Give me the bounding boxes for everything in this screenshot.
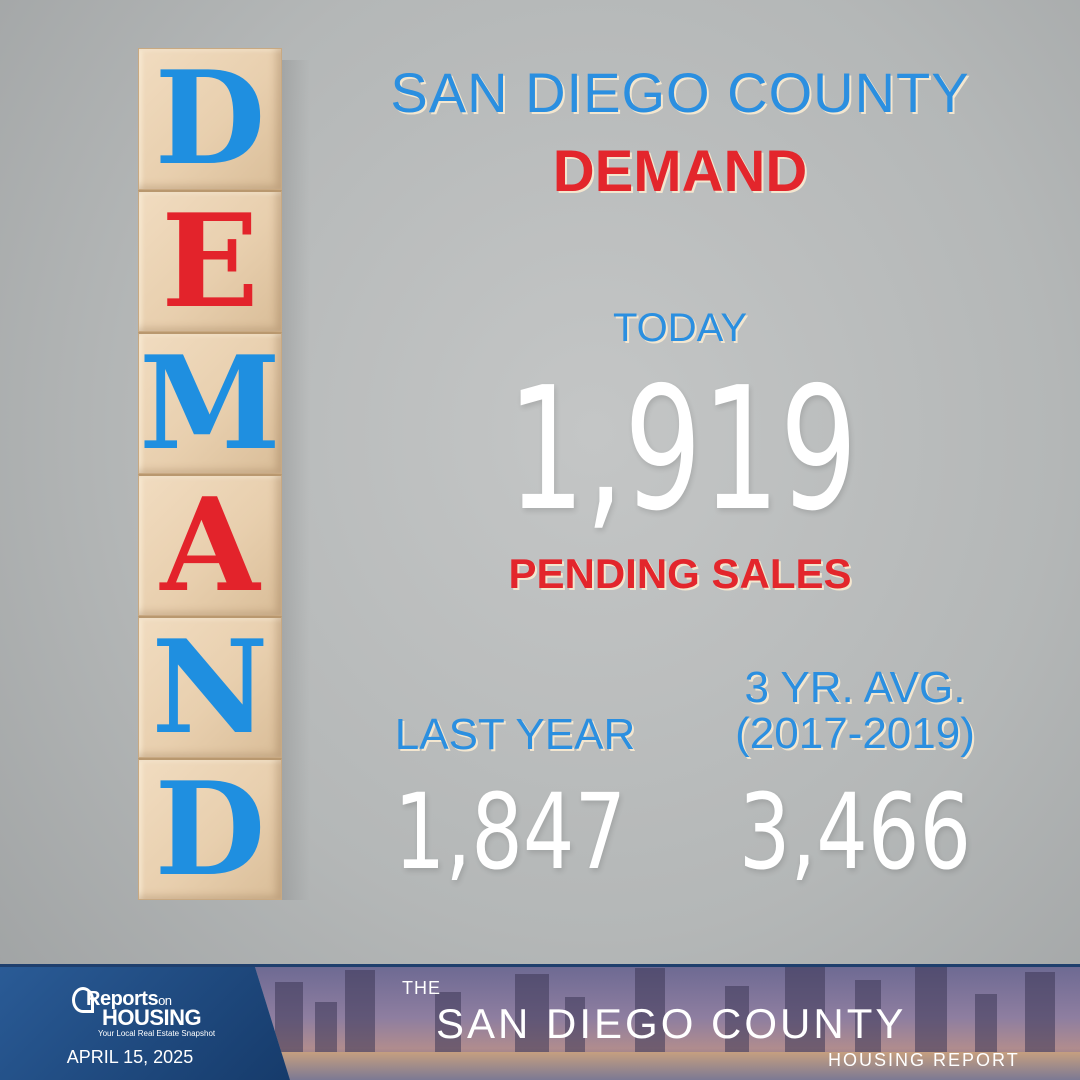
last-year-value: 1,847: [393, 771, 627, 893]
letter-block: D: [138, 758, 282, 900]
letter-block: A: [138, 474, 282, 616]
brand-panel: Reportson HOUSING Your Local Real Estate…: [0, 967, 290, 1080]
letter-block: N: [138, 616, 282, 758]
three-yr-avg-value: 3,466: [738, 771, 972, 893]
letter-block: D: [138, 48, 282, 190]
block-letter: D: [154, 44, 266, 194]
brand-tagline: Your Local Real Estate Snapshot: [98, 1029, 216, 1038]
report-county-name: SAN DIEGO COUNTY: [436, 1000, 907, 1047]
brand-on-text: on: [158, 993, 172, 1008]
county-title: SAN DIEGO COUNTY: [390, 61, 970, 124]
metric-title: DEMAND: [552, 139, 808, 204]
letter-block: M: [138, 332, 282, 474]
skyline-image: [255, 967, 1080, 1080]
magnifier-icon: [72, 987, 94, 1013]
last-year-label: LAST YEAR: [394, 710, 636, 759]
report-subtitle: HOUSING REPORT: [828, 1050, 1020, 1070]
today-label: TODAY: [612, 306, 748, 350]
three-yr-avg-label-line1: 3 YR. AVG.: [744, 663, 966, 712]
pending-sales-label: PENDING SALES: [508, 550, 852, 597]
brand-housing-text: HOUSING: [102, 1005, 202, 1030]
brand-reports-text: Reports: [86, 988, 159, 1010]
block-letter: E: [161, 186, 259, 337]
letter-block: E: [138, 190, 282, 332]
block-letter: N: [151, 612, 269, 763]
today-value: 1,919: [507, 351, 858, 549]
block-letter: D: [154, 754, 266, 905]
report-the-label: THE: [402, 978, 441, 998]
three-yr-avg-label: 3 YR. AVG. (2017-2019): [700, 665, 1010, 757]
bay-water: [255, 1052, 1080, 1080]
footer-banner: Reportson HOUSING Your Local Real Estate…: [0, 964, 1080, 1080]
three-yr-avg-label-line2: (2017-2019): [735, 709, 975, 758]
report-date: APRIL 15, 2025: [66, 1047, 194, 1067]
block-letter: A: [160, 470, 260, 621]
block-letter: M: [139, 328, 281, 479]
demand-block-stack: D E M A N D: [138, 48, 282, 900]
